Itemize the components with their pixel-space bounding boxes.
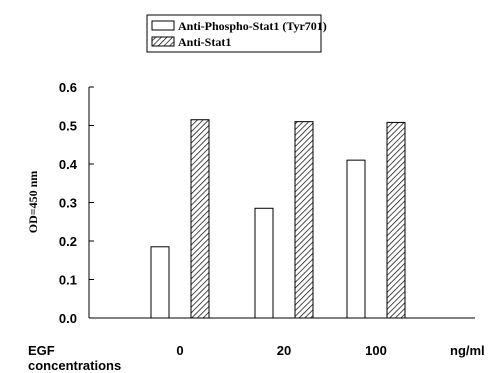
y-tick-label: 0.0 <box>59 311 77 326</box>
y-tick-label: 0.2 <box>59 234 77 249</box>
legend-frame <box>146 14 322 53</box>
y-axis-label: OD=450 nm <box>26 171 40 234</box>
legend: Anti-Phospho-Stat1 (Tyr701) Anti-Stat1 <box>146 14 327 53</box>
bars <box>150 119 406 319</box>
x-tick-label: 100 <box>365 343 387 358</box>
bar-phospho-stat1-20 <box>254 207 274 319</box>
y-tick-label: 0.1 <box>59 273 77 288</box>
x-axis-ticks: 0 20 100 <box>176 343 386 358</box>
bar-stat1-0 <box>190 119 210 319</box>
axes <box>88 87 475 319</box>
y-tick-label: 0.6 <box>59 80 77 95</box>
y-axis-ticks: 0.0 0.1 0.2 0.3 0.4 0.5 0.6 <box>59 80 94 326</box>
x-tick-label: 0 <box>176 343 183 358</box>
x-tick-label: 20 <box>277 343 291 358</box>
y-tick-label: 0.4 <box>59 157 78 172</box>
bar-stat1-20 <box>294 121 314 319</box>
y-tick-label: 0.5 <box>59 119 77 134</box>
bar-phospho-stat1-0 <box>150 246 170 319</box>
x-axis-label-line1: EGF <box>28 343 55 358</box>
x-axis-label-line2: concentrations <box>28 358 121 373</box>
bar-phospho-stat1-100 <box>346 159 366 319</box>
legend-swatch-phospho-stat1 <box>151 20 175 31</box>
bar-stat1-100 <box>386 121 406 319</box>
legend-swatch-stat1 <box>151 36 175 47</box>
legend-label-stat1: Anti-Stat1 <box>178 35 231 49</box>
x-axis-unit: ng/ml <box>450 343 485 358</box>
legend-label-phospho-stat1: Anti-Phospho-Stat1 (Tyr701) <box>178 19 327 33</box>
y-tick-label: 0.3 <box>59 196 77 211</box>
